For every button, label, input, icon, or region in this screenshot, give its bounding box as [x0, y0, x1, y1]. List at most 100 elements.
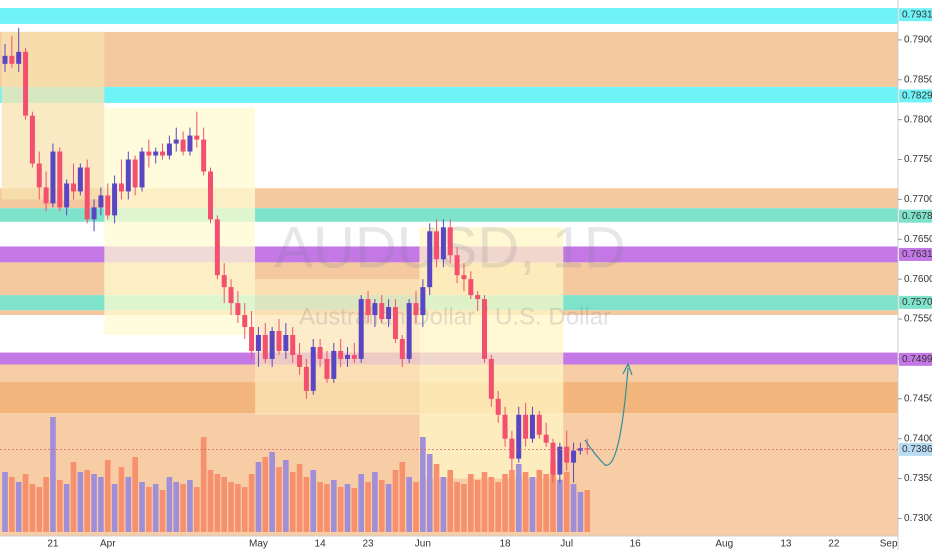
- volume-bar: [310, 470, 317, 532]
- candle-body: [529, 414, 535, 439]
- volume-bar: [221, 477, 227, 532]
- candle-body: [228, 287, 234, 304]
- candle-body: [187, 135, 193, 152]
- volume-bar: [139, 482, 145, 532]
- level-label: 0.7631: [902, 249, 932, 260]
- level-label: 0.79316: [902, 9, 932, 20]
- range-box: [255, 279, 420, 415]
- volume-bar: [529, 477, 536, 532]
- volume-bar: [255, 462, 262, 532]
- volume-bar: [515, 464, 522, 532]
- volume-bar: [399, 462, 406, 532]
- candle-body: [413, 303, 419, 316]
- volume-bar: [57, 480, 63, 532]
- candle-body: [283, 335, 289, 351]
- volume-bar: [509, 470, 515, 532]
- candle-body: [132, 159, 138, 188]
- candle-body: [399, 338, 405, 359]
- candle-body: [345, 354, 350, 359]
- volume-bar: [522, 472, 529, 532]
- volume-bar: [502, 474, 508, 532]
- candle-body: [2, 55, 8, 64]
- candle-body: [214, 219, 220, 276]
- candle-body: [29, 115, 35, 164]
- volume-bar: [563, 472, 570, 532]
- volume-bar: [385, 484, 392, 532]
- candle-body: [338, 350, 344, 359]
- volume-bar: [570, 484, 577, 532]
- volume-bar: [132, 457, 138, 532]
- volume-bar: [289, 472, 296, 532]
- candle-body: [372, 303, 378, 316]
- candle-body: [310, 346, 316, 391]
- volume-bar: [70, 462, 77, 532]
- level-label-bg: [899, 442, 932, 456]
- volume-bar: [262, 457, 269, 532]
- volume-bar: [358, 474, 364, 532]
- volume-bar: [392, 470, 399, 532]
- candle-body: [509, 438, 515, 459]
- volume-bar: [344, 484, 351, 532]
- volume-bar: [180, 484, 186, 532]
- volume-bar: [426, 454, 433, 532]
- level-label-bg: [899, 295, 932, 309]
- volume-bar: [269, 452, 275, 532]
- zone: [0, 31, 898, 87]
- candle-body: [208, 171, 213, 220]
- volume-bar: [337, 487, 344, 532]
- candle-body: [50, 151, 56, 204]
- candle-body: [166, 143, 172, 156]
- level-label-bg: [899, 8, 932, 22]
- candle-body: [235, 303, 241, 316]
- level-label: 0.78297: [902, 91, 932, 102]
- candle-body: [406, 303, 412, 359]
- volume-bar: [29, 484, 36, 532]
- volume: [2, 417, 591, 532]
- candle-body: [201, 139, 207, 172]
- volume-bar: [241, 487, 248, 532]
- candle-body: [105, 195, 111, 216]
- level-label-bg: [899, 352, 932, 366]
- candle-body: [180, 139, 186, 152]
- candle-body: [523, 414, 529, 439]
- candle-body: [543, 434, 549, 443]
- volume-bar: [84, 470, 90, 532]
- volume-bar: [413, 482, 419, 532]
- candle-body: [358, 299, 364, 359]
- candle-body: [365, 299, 371, 316]
- candle-body: [249, 327, 255, 351]
- volume-bar: [248, 474, 255, 532]
- candle-body: [488, 358, 494, 399]
- candle-body: [91, 207, 97, 220]
- candle-body: [118, 183, 124, 192]
- level-label: 0.76789: [902, 211, 932, 222]
- candle-body: [502, 414, 508, 439]
- volume-bar: [536, 470, 543, 532]
- volume-bar: [447, 470, 454, 532]
- volume-bar: [200, 437, 207, 532]
- candle-body: [536, 414, 542, 435]
- candle-body: [23, 51, 29, 116]
- volume-bar: [91, 474, 97, 532]
- x-tick-label: 23: [362, 539, 374, 550]
- volume-bar: [43, 477, 49, 532]
- candle-body: [331, 350, 337, 379]
- candle-body: [36, 163, 42, 188]
- volume-bar: [488, 477, 495, 532]
- volume-bar: [214, 474, 221, 532]
- candle-body: [255, 335, 261, 351]
- volume-bar: [111, 484, 118, 532]
- volume-bar: [77, 472, 84, 532]
- candle-body: [434, 231, 440, 260]
- candle-body: [276, 331, 282, 351]
- level-label: 0.75709: [902, 297, 932, 308]
- volume-bar: [228, 482, 234, 532]
- volume-bar: [166, 477, 173, 532]
